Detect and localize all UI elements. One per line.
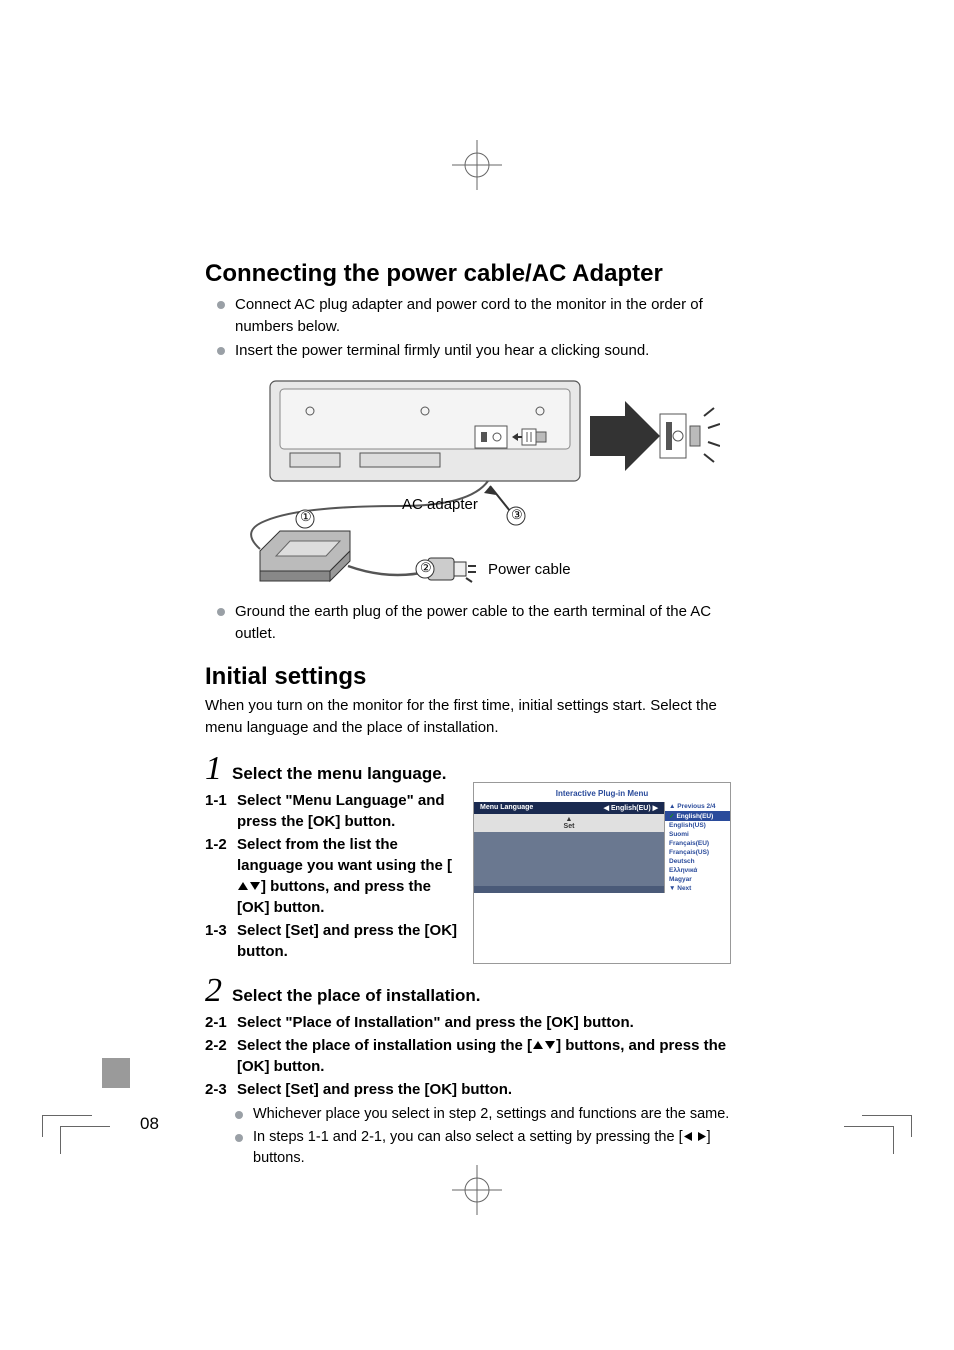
section-heading: Connecting the power cable/AC Adapter — [205, 260, 745, 288]
menu-left-label: Menu Language — [480, 804, 533, 812]
step-title: Select the menu language. — [232, 764, 446, 784]
menu-lang-item: English(US) — [665, 821, 730, 830]
crop-mark-top — [452, 140, 502, 190]
substep: 2-2 Select the place of installation usi… — [205, 1035, 745, 1077]
menu-lang-item: Ελληνικά — [665, 866, 730, 875]
section-heading: Initial settings — [205, 663, 745, 691]
menu-set-row: ▲Set — [474, 814, 664, 832]
intro-text: When you turn on the monitor for the fir… — [205, 695, 745, 739]
diagram-label-ac-adapter: AC adapter — [402, 496, 478, 513]
marker-3: ③ — [511, 507, 523, 523]
crop-corner — [60, 1126, 110, 1154]
diagram-label-power-cable: Power cable — [488, 561, 571, 578]
menu-lang-item: Français(EU) — [665, 839, 730, 848]
step-title: Select the place of installation. — [232, 986, 480, 1006]
substep: 2-1 Select "Place of Installation" and p… — [205, 1012, 745, 1033]
up-down-arrows-icon — [532, 1040, 556, 1051]
note-text: Whichever place you select in step 2, se… — [253, 1104, 745, 1125]
substep: 2-3 Select [Set] and press the [OK] butt… — [205, 1079, 745, 1100]
left-right-arrows-icon — [683, 1131, 707, 1142]
menu-left-value: ◀ English(EU) ▶ — [604, 804, 658, 812]
menu-prev: ▲ Previous 2/4 — [665, 802, 730, 811]
up-down-arrows-icon — [237, 881, 261, 892]
marker-2: ② — [420, 560, 432, 576]
crop-corner — [844, 1126, 894, 1154]
menu-lang-item: Français(US) — [665, 848, 730, 857]
menu-lang-item: ✓English(EU) — [665, 811, 730, 821]
page-number: 08 — [140, 1114, 159, 1134]
step-number: 1 — [205, 752, 222, 786]
tab-marker — [102, 1058, 130, 1088]
menu-lang-item: Deutsch — [665, 857, 730, 866]
marker-1: ① — [300, 509, 312, 525]
menu-next: ▼ Next — [665, 884, 730, 893]
menu-lang-item: Magyar — [665, 875, 730, 884]
menu-title: Interactive Plug-in Menu — [474, 783, 730, 802]
substep: 1-2 Select from the list the language yo… — [205, 834, 465, 918]
note-text: In steps 1-1 and 2-1, you can also selec… — [253, 1127, 745, 1169]
bullet-text: Connect AC plug adapter and power cord t… — [235, 294, 745, 338]
crop-mark-bottom — [452, 1165, 502, 1215]
bullet-text: Insert the power terminal firmly until y… — [235, 340, 745, 362]
bullet-text: Ground the earth plug of the power cable… — [235, 601, 745, 645]
menu-screenshot: Interactive Plug-in Menu Menu Language ◀… — [473, 782, 731, 964]
power-cable-diagram: AC adapter Power cable ① ② ③ — [230, 371, 720, 591]
substep: 1-1 Select "Menu Language" and press the… — [205, 790, 465, 832]
menu-lang-item: Suomi — [665, 830, 730, 839]
substep: 1-3 Select [Set] and press the [OK] butt… — [205, 920, 465, 962]
step-number: 2 — [205, 974, 222, 1008]
